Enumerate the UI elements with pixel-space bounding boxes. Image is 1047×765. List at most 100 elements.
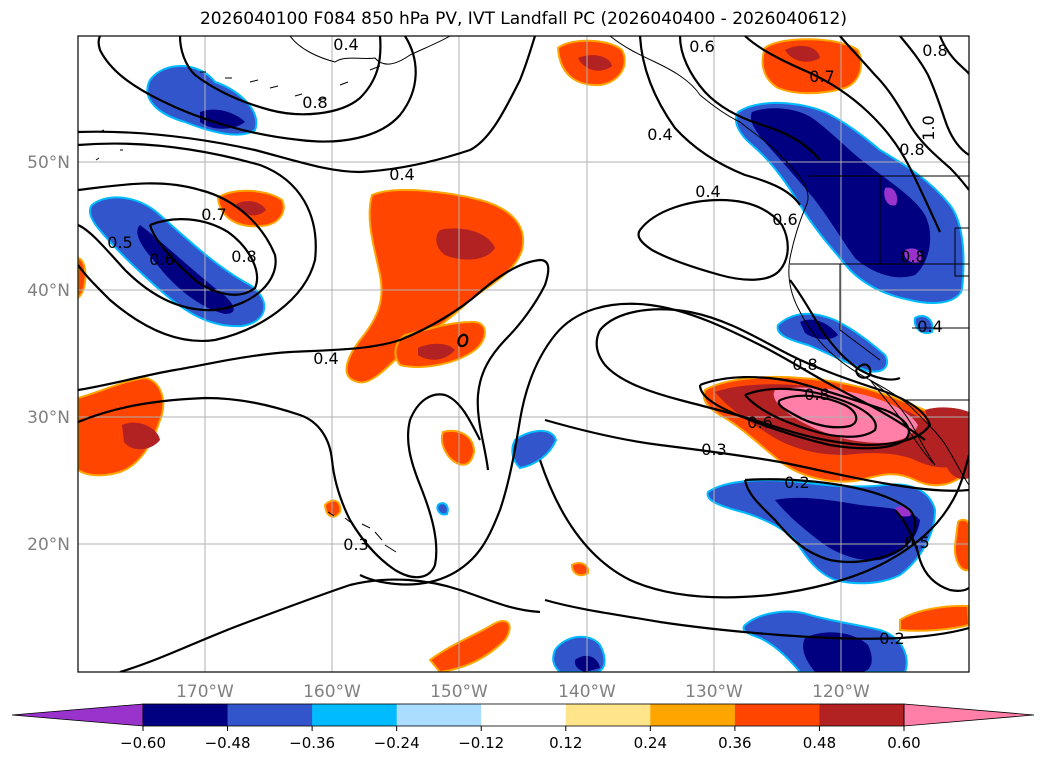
contour-line bbox=[78, 258, 550, 471]
contour-label: 0.5 bbox=[107, 233, 132, 252]
contour-label: 0.8 bbox=[900, 247, 925, 266]
colorbar-tick-label: −0.36 bbox=[289, 734, 335, 752]
lon-label: 120°W bbox=[812, 682, 870, 702]
navy-region bbox=[775, 497, 920, 561]
contour-label: 0.4 bbox=[333, 35, 358, 54]
contour-line bbox=[938, 36, 969, 75]
contour-line bbox=[148, 218, 259, 296]
contour-label: 0.8 bbox=[302, 93, 327, 112]
lon-label: 130°W bbox=[685, 682, 743, 702]
contour-label: 0.6 bbox=[689, 37, 714, 56]
contour-line bbox=[119, 578, 541, 672]
contour-label: 0.3 bbox=[701, 440, 726, 459]
us-west-coast bbox=[788, 205, 969, 486]
colorbar-segment bbox=[734, 704, 820, 726]
lon-label: 170°W bbox=[176, 682, 234, 702]
navy-region bbox=[200, 109, 245, 129]
contour-label: 0.4 bbox=[313, 349, 338, 368]
alaska-coast bbox=[289, 36, 451, 65]
colorbar-tick-label: −0.48 bbox=[205, 734, 251, 752]
colorbar-tick-label: 0.12 bbox=[549, 734, 582, 752]
colorbar-segment bbox=[143, 704, 229, 726]
purple-region bbox=[904, 248, 922, 263]
contour-line bbox=[839, 36, 969, 191]
contour-label: 0.7 bbox=[809, 67, 834, 86]
contour-label: 0.3 bbox=[343, 535, 368, 554]
orange-region bbox=[323, 499, 342, 518]
contour-label: 0.8 bbox=[899, 140, 924, 159]
contour-label: 0.6 bbox=[747, 413, 772, 432]
colorbar-extend-right bbox=[903, 703, 1035, 727]
red-region bbox=[436, 228, 495, 260]
colorbar: −0.60 −0.48 −0.36 −0.24 −0.12 0.12 0.24 0.36 0.4… bbox=[11, 703, 1035, 752]
orange-region bbox=[953, 518, 969, 572]
contour-line bbox=[638, 36, 801, 206]
colorbar-segment bbox=[481, 704, 567, 726]
colorbar-segment bbox=[312, 704, 398, 726]
colorbar-tick-label: −0.12 bbox=[458, 734, 504, 752]
pv-contours bbox=[78, 36, 969, 672]
colorbar-segment bbox=[650, 704, 736, 726]
colorbar-outline bbox=[142, 703, 905, 727]
colorbar-tick-label: 0.48 bbox=[803, 734, 836, 752]
navy-region bbox=[800, 319, 838, 340]
contour-line bbox=[538, 454, 969, 599]
contour-line bbox=[854, 363, 872, 379]
contour-line bbox=[544, 598, 969, 640]
contour-line bbox=[359, 302, 926, 586]
colorbar-extend-left bbox=[11, 703, 144, 727]
contour-line bbox=[78, 393, 481, 579]
colorbar-tick-label: −0.60 bbox=[120, 734, 166, 752]
red-region bbox=[785, 45, 820, 62]
colorbar-segment bbox=[396, 704, 482, 726]
colorbar-tick-label: 0.60 bbox=[887, 734, 920, 752]
colorbar-tick-label: 0.24 bbox=[634, 734, 667, 752]
alaska-panhandle-coast bbox=[609, 36, 809, 207]
contour-line bbox=[457, 333, 469, 348]
colorbar-segment bbox=[819, 704, 905, 726]
contour-line bbox=[595, 308, 932, 447]
contour-line bbox=[78, 142, 317, 342]
orange-region bbox=[428, 620, 511, 672]
lon-label: 140°W bbox=[558, 682, 616, 702]
contour-line bbox=[743, 478, 917, 564]
contour-label: 0.4 bbox=[917, 317, 942, 336]
lat-label: 50°N bbox=[27, 153, 70, 173]
orange-region bbox=[570, 562, 590, 577]
navy-region bbox=[137, 225, 234, 314]
contour-line bbox=[678, 36, 821, 161]
contour-line bbox=[78, 182, 277, 312]
contour-label: 1.0 bbox=[919, 115, 938, 140]
contour-label: 0.4 bbox=[389, 165, 414, 184]
contour-line bbox=[637, 198, 789, 281]
lon-label: 150°W bbox=[430, 682, 488, 702]
orange-region bbox=[78, 256, 87, 300]
contour-label: 0.4 bbox=[695, 182, 720, 201]
contour-label-group: 0.6 0.8 0.7 1.0 0.8 0.4 0.8 0.4 0.4 0.7 … bbox=[107, 35, 947, 648]
purple-region bbox=[884, 187, 898, 206]
map-frame bbox=[77, 35, 970, 673]
contour-line bbox=[789, 279, 901, 381]
colorbar-segment bbox=[227, 704, 313, 726]
contour-line bbox=[894, 509, 969, 592]
lon-label: 160°W bbox=[303, 682, 361, 702]
longitude-labels: 170°W 160°W 150°W 140°W 130°W 120°W bbox=[176, 682, 870, 702]
state-border bbox=[839, 264, 881, 361]
contour-line bbox=[544, 418, 969, 492]
navy-region bbox=[803, 632, 872, 672]
lat-lon-grid bbox=[78, 36, 969, 672]
contour-line bbox=[78, 36, 537, 174]
lat-label: 20°N bbox=[27, 535, 70, 555]
lat-label: 40°N bbox=[27, 281, 70, 301]
ivt-shading bbox=[78, 38, 969, 672]
colorbar-tick-label: −0.24 bbox=[374, 734, 420, 752]
contour-label: 0.2 bbox=[784, 473, 809, 492]
pink-region bbox=[773, 387, 918, 443]
contour-line bbox=[744, 36, 942, 233]
contour-line bbox=[777, 394, 858, 429]
contour-line bbox=[899, 36, 969, 156]
contour-label: 0.2 bbox=[879, 629, 904, 648]
contour-line bbox=[698, 376, 910, 450]
contour-line bbox=[97, 36, 417, 143]
